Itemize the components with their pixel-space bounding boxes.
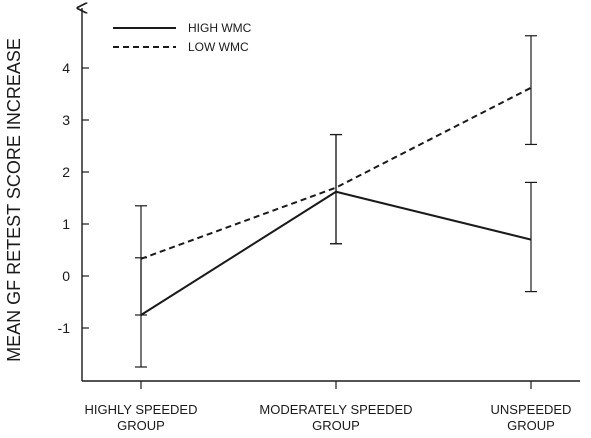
error-bar-high-wmc bbox=[525, 182, 537, 291]
legend-label-high-wmc: HIGH WMC bbox=[188, 21, 252, 35]
y-tick-label: 1 bbox=[62, 216, 70, 232]
legend-label-low-wmc: LOW WMC bbox=[188, 40, 249, 54]
series-layer bbox=[135, 36, 537, 367]
y-tick-label: 2 bbox=[62, 164, 70, 180]
y-tick-label: -1 bbox=[58, 320, 71, 336]
y-tick-label: 4 bbox=[62, 60, 70, 76]
y-tick-label: 0 bbox=[62, 268, 70, 284]
series-low-wmc bbox=[135, 36, 537, 315]
error-bar-low-wmc bbox=[135, 206, 147, 315]
y-axis-label: MEAN GF RETEST SCORE INCREASE bbox=[4, 38, 24, 362]
legend: HIGH WMC LOW WMC bbox=[113, 21, 252, 54]
y-tick-label: 3 bbox=[62, 112, 70, 128]
